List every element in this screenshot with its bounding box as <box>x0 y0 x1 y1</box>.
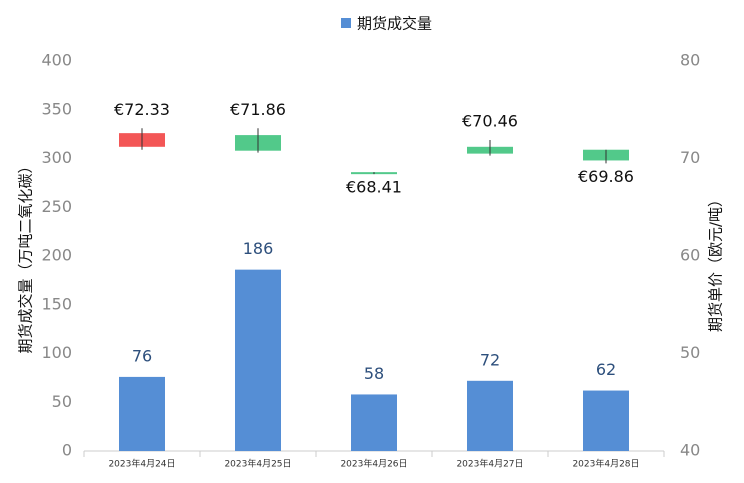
price-label: €72.33 <box>114 100 170 119</box>
y2-tick-label: 50 <box>680 343 700 362</box>
bar <box>235 269 281 451</box>
y-axis-title: 期货成交量（万吨二氧化碳） <box>17 158 35 353</box>
data-label: 72 <box>480 350 500 369</box>
bar <box>351 394 397 451</box>
price-label: €70.46 <box>462 111 518 130</box>
data-label: 58 <box>364 364 384 383</box>
data-label: 186 <box>243 239 274 258</box>
bar <box>583 390 629 451</box>
y-tick-label: 300 <box>41 148 72 167</box>
y-tick-label: 400 <box>41 51 72 70</box>
data-label: 62 <box>596 360 616 379</box>
y2-tick-label: 60 <box>680 246 700 265</box>
x-tick-label: 2023年4月25日 <box>224 458 291 470</box>
price-label: €68.41 <box>346 178 402 197</box>
y-tick-label: 0 <box>62 441 72 460</box>
x-tick-label: 2023年4月27日 <box>456 458 523 470</box>
bar <box>119 376 165 451</box>
price-label: €71.86 <box>230 100 286 119</box>
x-tick-label: 2023年4月26日 <box>340 458 407 470</box>
x-tick-label: 2023年4月28日 <box>572 458 639 470</box>
y-tick-label: 150 <box>41 294 72 313</box>
y-tick-label: 100 <box>41 343 72 362</box>
x-tick-label: 2023年4月24日 <box>108 458 175 470</box>
y-tick-label: 250 <box>41 197 72 216</box>
legend-swatch <box>341 18 351 28</box>
price-label: €69.86 <box>578 167 634 186</box>
y2-axis-title: 期货单价（欧元/吨） <box>707 192 725 332</box>
y2-tick-label: 70 <box>680 148 700 167</box>
y-tick-label: 200 <box>41 246 72 265</box>
y-tick-label: 50 <box>52 392 72 411</box>
bar <box>467 380 513 451</box>
y2-tick-label: 40 <box>680 441 700 460</box>
y2-tick-label: 80 <box>680 51 700 70</box>
y-tick-label: 350 <box>41 99 72 118</box>
legend-label: 期货成交量 <box>357 15 432 33</box>
data-label: 76 <box>132 346 152 365</box>
